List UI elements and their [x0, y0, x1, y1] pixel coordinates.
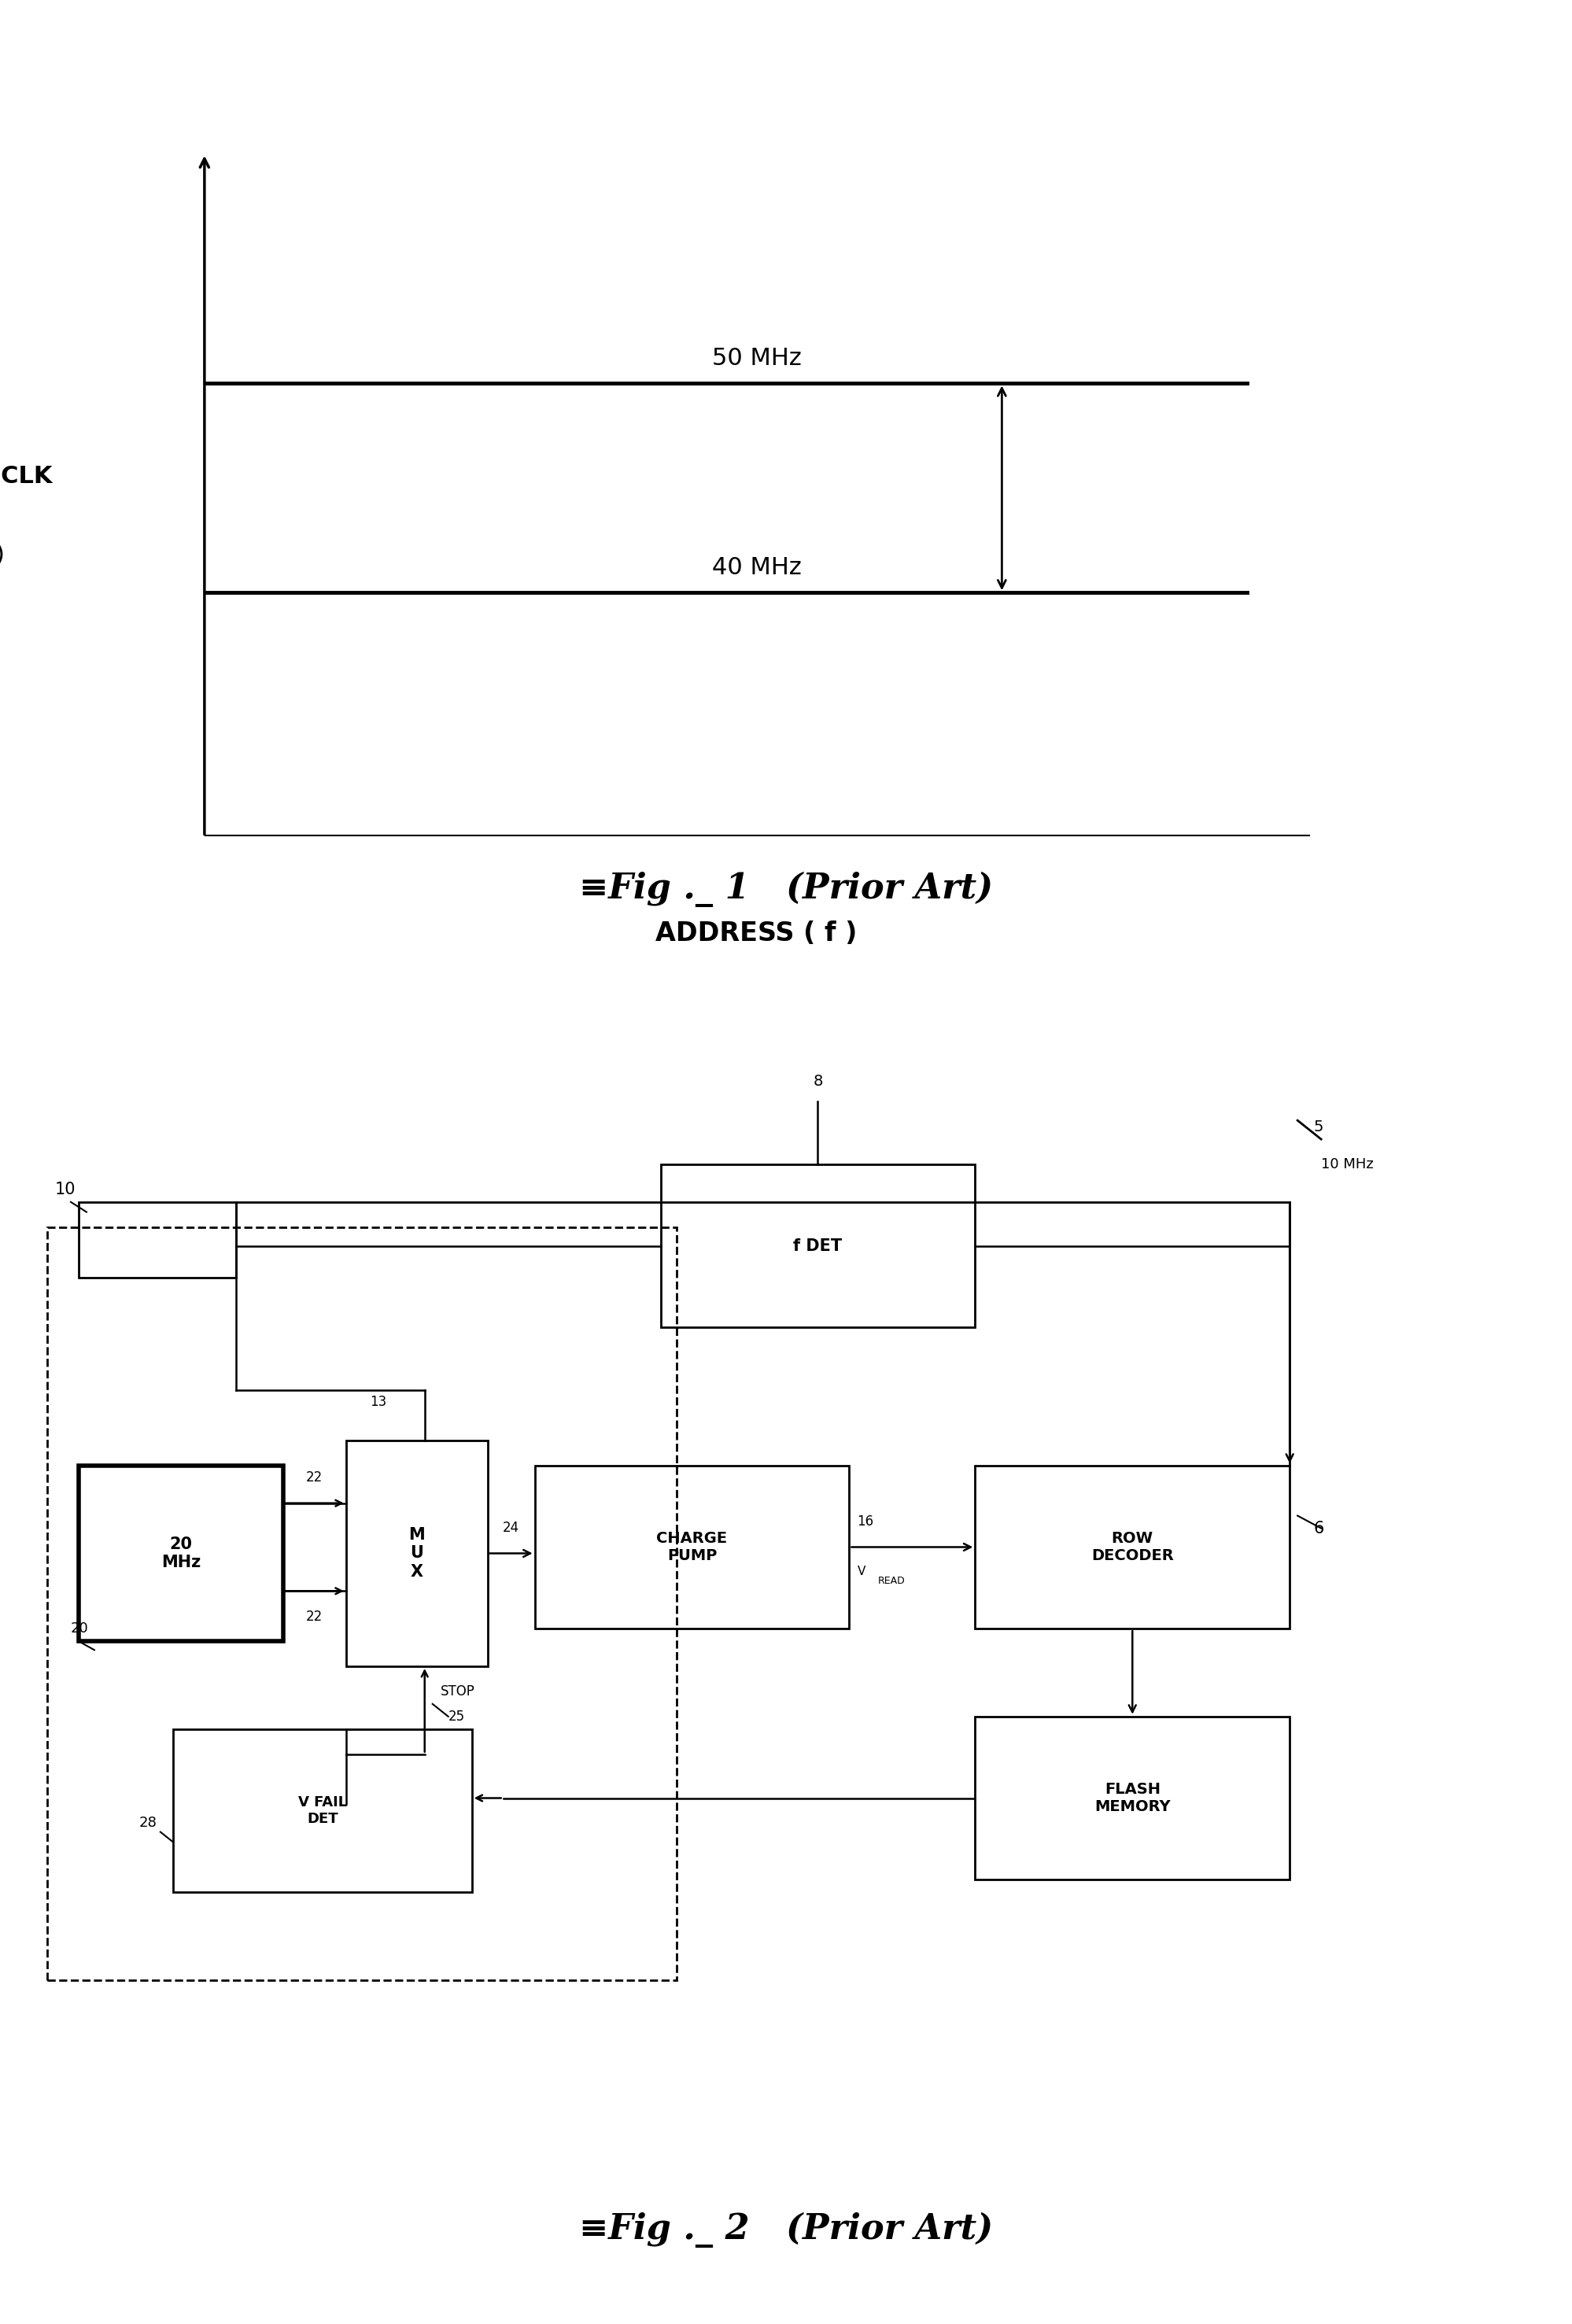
Text: 10: 10 — [55, 1181, 75, 1197]
Text: f DET: f DET — [792, 1239, 843, 1253]
Text: 10 MHz: 10 MHz — [1320, 1157, 1372, 1171]
Text: READ: READ — [877, 1576, 904, 1587]
Text: 13: 13 — [369, 1394, 387, 1408]
Text: ≡Fig ._ 2   (Prior Art): ≡Fig ._ 2 (Prior Art) — [578, 2212, 994, 2247]
Text: CHARGE
PUMP: CHARGE PUMP — [656, 1532, 728, 1564]
Text: 24: 24 — [503, 1520, 519, 1534]
Text: 20
MHz: 20 MHz — [160, 1536, 201, 1571]
Text: FLASH
MEMORY: FLASH MEMORY — [1094, 1783, 1170, 1815]
Text: V FAIL
DET: V FAIL DET — [297, 1796, 347, 1827]
Text: 28: 28 — [140, 1815, 157, 1831]
Text: 50 MHz: 50 MHz — [712, 346, 800, 370]
Bar — [534, 1466, 849, 1629]
Bar — [79, 1466, 283, 1641]
Text: M
U
X: M U X — [409, 1527, 424, 1580]
Text: ( f ): ( f ) — [0, 544, 5, 567]
Text: 25: 25 — [448, 1710, 465, 1724]
Bar — [47, 1227, 676, 1980]
Text: ROW
DECODER: ROW DECODER — [1091, 1532, 1173, 1564]
Text: 6: 6 — [1313, 1520, 1324, 1536]
Bar — [975, 1466, 1289, 1629]
Text: PUMP CLK: PUMP CLK — [0, 465, 52, 488]
Text: 16: 16 — [857, 1515, 874, 1529]
Text: 40 MHz: 40 MHz — [712, 555, 800, 579]
Bar — [79, 1202, 236, 1278]
Text: 8: 8 — [813, 1074, 822, 1090]
Bar — [975, 1717, 1289, 1880]
Bar — [660, 1164, 975, 1327]
Text: ADDRESS ( f ): ADDRESS ( f ) — [656, 920, 857, 946]
Text: 22: 22 — [307, 1471, 322, 1485]
Bar — [346, 1441, 487, 1666]
Text: 5: 5 — [1313, 1120, 1322, 1134]
Text: 22: 22 — [307, 1611, 322, 1624]
Text: V: V — [857, 1566, 865, 1578]
Bar — [173, 1729, 472, 1892]
Text: STOP: STOP — [440, 1685, 475, 1699]
Text: ≡Fig ._ 1   (Prior Art): ≡Fig ._ 1 (Prior Art) — [578, 872, 994, 906]
Text: 20: 20 — [71, 1622, 88, 1636]
